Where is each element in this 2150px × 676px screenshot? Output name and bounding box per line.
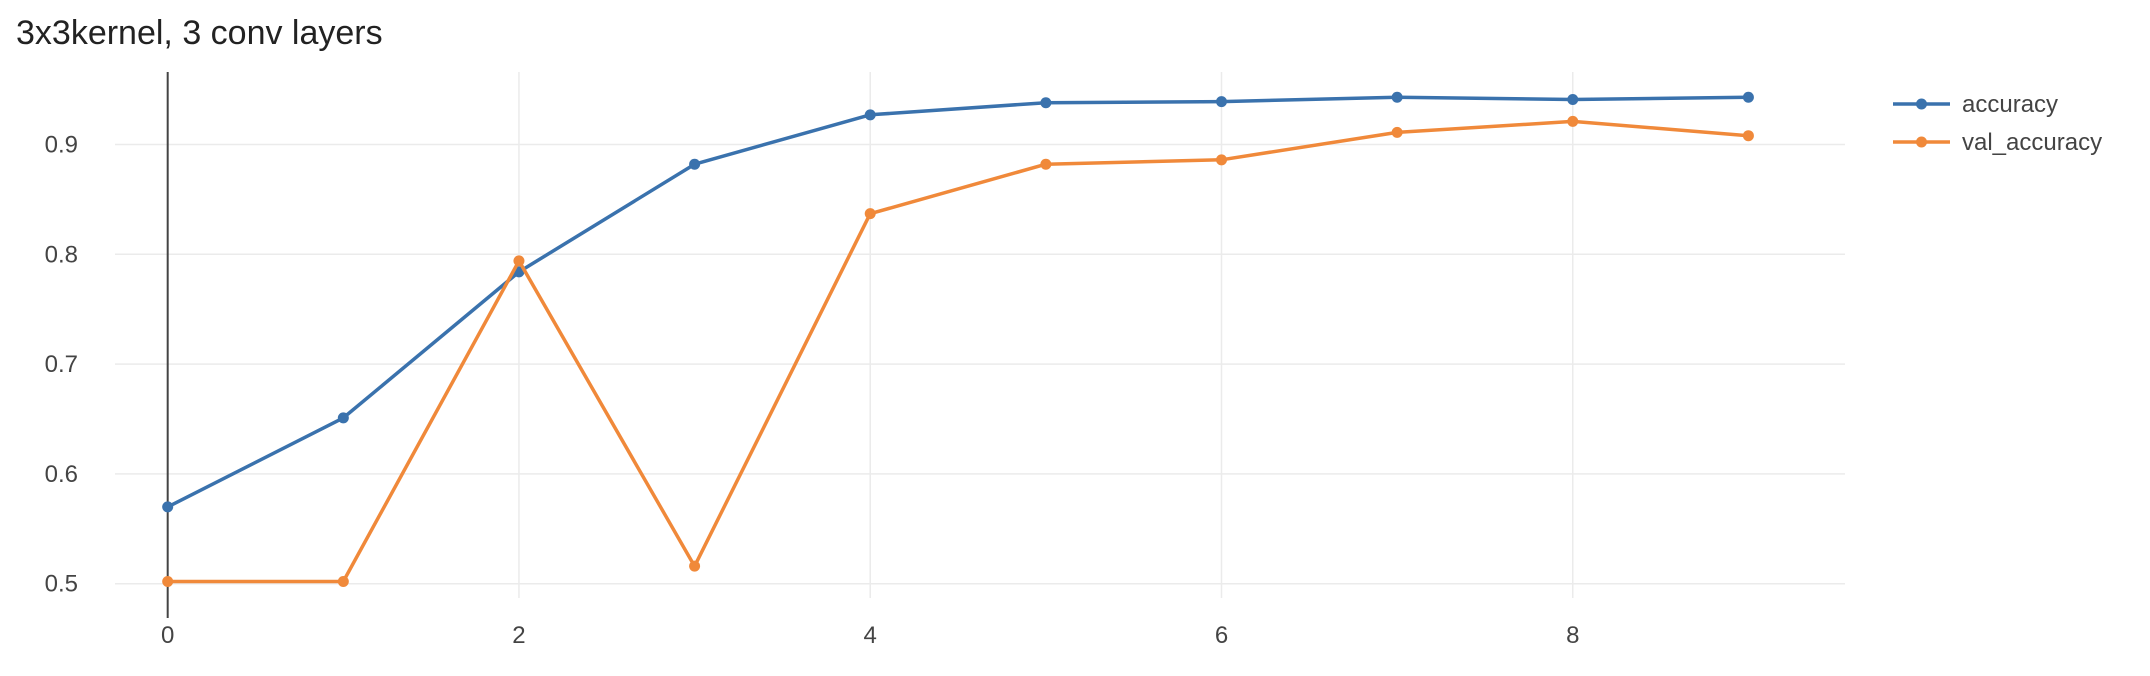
y-tick-label: 0.9 xyxy=(45,131,78,158)
data-point-val_accuracy xyxy=(1040,158,1052,170)
legend-label: val_accuracy xyxy=(1962,129,2102,156)
x-tick-label: 6 xyxy=(1215,622,1228,649)
data-point-accuracy xyxy=(162,501,174,513)
data-point-accuracy xyxy=(1742,91,1754,103)
data-point-val_accuracy xyxy=(162,576,174,588)
data-point-accuracy xyxy=(1040,97,1052,109)
data-point-val_accuracy xyxy=(1215,154,1227,166)
data-point-accuracy xyxy=(864,109,876,121)
data-point-accuracy xyxy=(1567,93,1579,105)
y-tick-label: 0.8 xyxy=(45,241,78,268)
y-tick-label: 0.5 xyxy=(45,571,78,598)
x-tick-label: 4 xyxy=(864,622,877,649)
legend[interactable]: accuracy val_accuracy xyxy=(1893,91,2102,156)
legend-item-val_accuracy[interactable]: val_accuracy xyxy=(1893,129,2102,156)
data-point-val_accuracy xyxy=(1391,126,1403,138)
data-point-val_accuracy xyxy=(689,560,701,572)
y-tick-label: 0.7 xyxy=(45,351,78,378)
data-point-val_accuracy xyxy=(1567,115,1579,127)
chart-title: 3x3kernel, 3 conv layers xyxy=(16,14,383,52)
data-point-val_accuracy xyxy=(1742,130,1754,142)
series-line-val_accuracy xyxy=(167,119,1749,584)
grid-lines xyxy=(115,72,1845,598)
data-point-accuracy xyxy=(337,412,349,424)
legend-label: accuracy xyxy=(1962,91,2058,118)
x-tick-label: 0 xyxy=(161,622,174,649)
data-point-accuracy xyxy=(1391,91,1403,103)
series-lines xyxy=(162,91,1754,588)
legend-swatch-marker xyxy=(1916,98,1927,110)
y-tick-label: 0.6 xyxy=(45,461,78,488)
data-point-val_accuracy xyxy=(337,576,349,588)
x-tick-label: 2 xyxy=(512,622,525,649)
legend-item-accuracy[interactable]: accuracy xyxy=(1893,91,2058,118)
data-point-val_accuracy xyxy=(513,255,525,267)
data-point-accuracy xyxy=(689,158,701,170)
data-point-accuracy xyxy=(1215,96,1227,108)
legend-swatch-marker xyxy=(1916,136,1927,148)
x-tick-label: 8 xyxy=(1566,622,1579,649)
tick-labels: 0 2 4 6 8 0.5 0.6 0.7 0.8 0.9 xyxy=(45,131,1580,649)
series-line-accuracy xyxy=(166,95,1749,509)
data-point-val_accuracy xyxy=(864,208,876,220)
